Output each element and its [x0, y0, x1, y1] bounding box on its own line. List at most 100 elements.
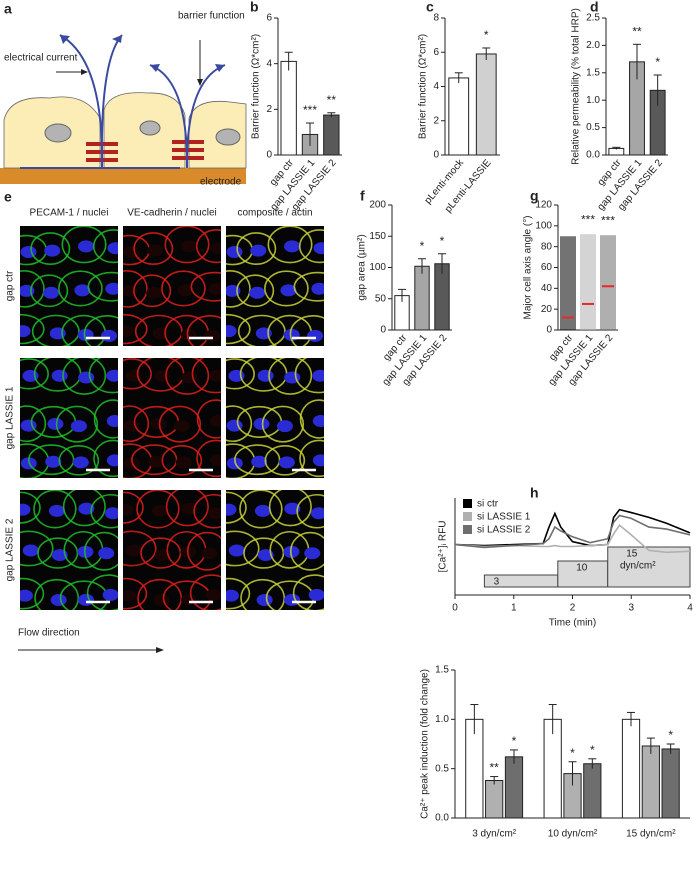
nucleus [308, 588, 324, 601]
y-tick-label: 0.5 [435, 763, 449, 774]
cell-outline [239, 490, 283, 529]
micrograph [123, 226, 221, 346]
cell-outline [161, 445, 203, 476]
nucleus [284, 240, 301, 253]
bar [661, 748, 680, 819]
cell-outline [83, 531, 118, 571]
y-tick-label: 2 [433, 115, 439, 126]
nucleus-dim [123, 325, 134, 338]
cell-outline [261, 405, 305, 443]
panel-letter: d [590, 0, 599, 15]
y-axis-label: Major cell axis angle (°) [523, 215, 534, 319]
nucleus-dim [207, 507, 221, 520]
cell-outline [123, 269, 148, 308]
cell-outline [264, 270, 309, 307]
y-axis-label: Barrier function (Ω*cm²) [251, 34, 262, 139]
bar [583, 763, 602, 819]
nucleus [105, 282, 118, 295]
bar [448, 77, 470, 156]
significance: * [668, 728, 673, 742]
nucleus-dim [147, 244, 164, 257]
cell-outline [190, 271, 221, 302]
significance: * [420, 239, 425, 253]
nucleus [254, 504, 271, 517]
y-tick-label: 100 [535, 220, 552, 231]
cell-outline [123, 530, 157, 567]
nucleus-dim [208, 282, 221, 295]
nucleus [43, 286, 60, 299]
nucleus [102, 588, 118, 601]
significance: * [590, 743, 595, 757]
micrograph [123, 358, 221, 478]
nucleus [312, 454, 324, 467]
y-tick-label: 4 [433, 81, 439, 92]
cell-outline [289, 314, 324, 346]
cell-outline [193, 493, 221, 529]
cell-outline [123, 358, 152, 390]
cell-outline [86, 574, 118, 610]
y-tick-label: 0.0 [435, 813, 449, 824]
x-tick-label: 0 [452, 603, 458, 614]
cell-outline [226, 405, 253, 443]
pointer-head [81, 69, 88, 75]
nucleus [78, 240, 95, 253]
x-tick-label: 3 [628, 603, 634, 614]
nucleus [226, 419, 243, 432]
y-tick-label: 8 [433, 13, 439, 24]
label-current: electrical current [4, 53, 78, 64]
image-content [123, 358, 221, 478]
cell-outline [165, 358, 210, 395]
flow-arrow-head [156, 647, 164, 653]
panel-letter: a [4, 1, 12, 17]
nucleus [106, 454, 118, 467]
cell-outline [226, 577, 251, 610]
step-label: 15 [626, 549, 638, 560]
y-tick-label: 0 [546, 325, 552, 336]
nucleus-dim [209, 369, 221, 382]
y-tick-label: 2.5 [586, 13, 600, 24]
cell-outline [292, 574, 324, 610]
nucleus [20, 589, 33, 602]
cell-outline [20, 405, 47, 443]
nucleus [226, 325, 237, 338]
cell-outline [196, 439, 221, 478]
nucleus-dim [201, 547, 218, 560]
electrode [0, 168, 246, 184]
cell-outline [133, 232, 174, 266]
cell-outline [268, 490, 312, 527]
cell-outline [264, 445, 306, 476]
cell-outline [62, 490, 106, 527]
nucleus [50, 594, 67, 607]
nucleus [106, 369, 118, 382]
cell-outline [137, 578, 183, 610]
nucleus-dim [175, 456, 192, 469]
flow-label: Flow direction [18, 628, 80, 639]
nucleus [74, 284, 91, 297]
panel-a: a electrical current barrier function el… [0, 1, 247, 188]
y-tick-label: 80 [541, 241, 553, 252]
cell-outline [20, 358, 49, 390]
significance: ** [489, 761, 499, 775]
cell-outline [83, 314, 118, 346]
y-tick-label: 4 [266, 58, 272, 69]
nucleus [312, 369, 324, 382]
micrograph [226, 226, 324, 346]
cell-outline [93, 399, 118, 439]
point-spread [580, 234, 596, 330]
nucleus-dim [204, 329, 221, 342]
nucleus [45, 455, 62, 468]
cell-outline [267, 226, 313, 264]
y-tick-label: 150 [369, 231, 386, 242]
point-spread [560, 236, 576, 330]
micrograph [226, 490, 324, 610]
nucleus [313, 242, 324, 255]
nucleus [256, 594, 273, 607]
nucleus [310, 507, 324, 520]
nucleus [20, 419, 37, 432]
cell-outline [294, 358, 324, 394]
nucleus-dim [177, 284, 194, 297]
cell-outline [296, 493, 324, 529]
legend-label: si ctr [477, 499, 499, 510]
cell-outline [123, 313, 148, 345]
nucleus [48, 504, 65, 517]
